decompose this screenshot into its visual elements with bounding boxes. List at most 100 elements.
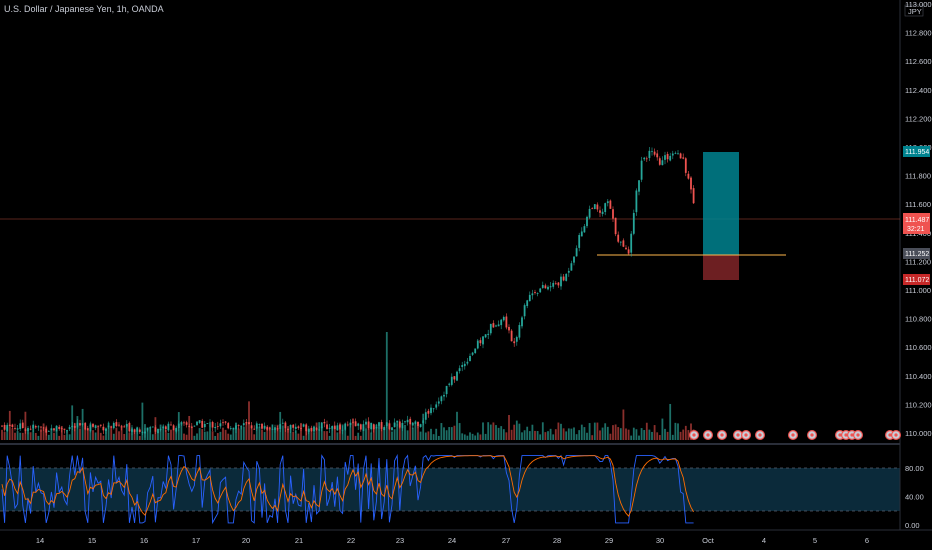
candle-body [609, 200, 612, 209]
candle-body [216, 426, 219, 427]
candle-body [284, 422, 287, 429]
x-tick-label: 15 [88, 536, 96, 545]
candle-body [94, 425, 97, 429]
volume-bar [482, 422, 484, 440]
volume-bar [599, 430, 601, 440]
volume-bar [474, 435, 477, 440]
candle-body [656, 153, 659, 158]
candle-body [489, 323, 492, 334]
volume-bar [112, 433, 115, 440]
candle-body [125, 424, 128, 427]
volume-bar [118, 431, 120, 440]
candle-body [593, 204, 596, 210]
candle-body [341, 429, 344, 431]
candle-body [344, 423, 347, 430]
svg-text:111.072: 111.072 [905, 277, 929, 284]
stoch-d-line [1, 455, 694, 517]
event-marker-dot [850, 433, 854, 437]
candle-body [6, 424, 9, 431]
stoch-layer [1, 453, 694, 525]
candle-body [300, 427, 302, 429]
volume-bar [463, 434, 466, 440]
candle-body [612, 209, 614, 219]
x-tick-label: 28 [553, 536, 561, 545]
volume-bar [492, 422, 495, 440]
candle-body [578, 235, 581, 248]
volume-bar [261, 429, 263, 440]
candle-body [315, 427, 318, 430]
candle-body [112, 422, 115, 429]
volume-bar [557, 422, 560, 440]
candle-body [253, 428, 256, 430]
volume-bar [255, 426, 258, 440]
volume-bar [289, 428, 292, 440]
volume-bar [508, 414, 510, 440]
volume-bar [196, 433, 198, 440]
volume-bar [469, 432, 471, 440]
stop-zone[interactable] [703, 255, 739, 280]
volume-bar [645, 422, 648, 440]
candle-body [201, 420, 204, 428]
candle-body [141, 431, 144, 434]
candle-body [294, 426, 297, 429]
volume-bar [409, 423, 412, 440]
candle-body [375, 427, 378, 429]
y-tick-label: 110.400 [905, 372, 932, 381]
candle-body [630, 233, 633, 253]
candle-body [414, 421, 417, 424]
volume-bar [396, 423, 399, 440]
candle-body [664, 155, 666, 160]
volume-bar [445, 430, 448, 440]
candle-body [297, 426, 300, 428]
event-marker-dot [888, 433, 892, 437]
candle-body [632, 212, 635, 234]
volume-bar [586, 432, 588, 440]
candle-body [666, 153, 669, 160]
candle-body [263, 425, 266, 429]
volume-bar [370, 432, 373, 440]
volume-bar [437, 435, 440, 440]
volume-bar [274, 429, 276, 440]
candle-body [229, 428, 232, 429]
candle-body [645, 158, 648, 160]
volume-bar [313, 432, 315, 440]
candle-body [235, 425, 237, 430]
candle-body [224, 421, 227, 423]
volume-bar [510, 429, 513, 440]
candle-body [157, 428, 159, 433]
candle-body [73, 425, 76, 428]
candle-body [1, 425, 3, 427]
candle-body [305, 424, 308, 432]
candle-body [271, 428, 274, 430]
candle-body [500, 319, 503, 326]
volume-bar [302, 435, 305, 440]
stoch-tick-label: 40.00 [905, 492, 924, 501]
target-price-tag: 111.954 [903, 146, 930, 157]
candle-body [188, 426, 191, 427]
candle-body [653, 151, 656, 155]
candle-body [674, 152, 677, 154]
candle-body [547, 286, 549, 290]
candle-body [362, 424, 365, 431]
event-marker-dot [810, 433, 814, 437]
candle-body [586, 216, 588, 227]
candle-body [518, 325, 521, 338]
time-axis[interactable]: 14 15 16 17 20 21 22 23 24 27 28 29 30 Oct 4 5 6 [36, 536, 869, 545]
candle-body [193, 425, 196, 427]
stoch-axis[interactable]: 80.00 40.00 0.00 [905, 464, 924, 530]
candle-body [398, 421, 401, 428]
candle-body [34, 426, 37, 428]
target-zone[interactable] [703, 152, 739, 255]
price-pane[interactable] [0, 0, 900, 442]
candle-body [521, 317, 523, 327]
volume-bar [183, 433, 185, 440]
candle-body [149, 427, 152, 429]
y-tick-label: 110.000 [905, 429, 932, 438]
volume-bar [310, 428, 313, 440]
candle-body [479, 340, 482, 344]
volume-bar [266, 427, 269, 440]
candle-body [497, 324, 500, 327]
candle-body [510, 330, 513, 342]
volume-bar [11, 428, 14, 440]
